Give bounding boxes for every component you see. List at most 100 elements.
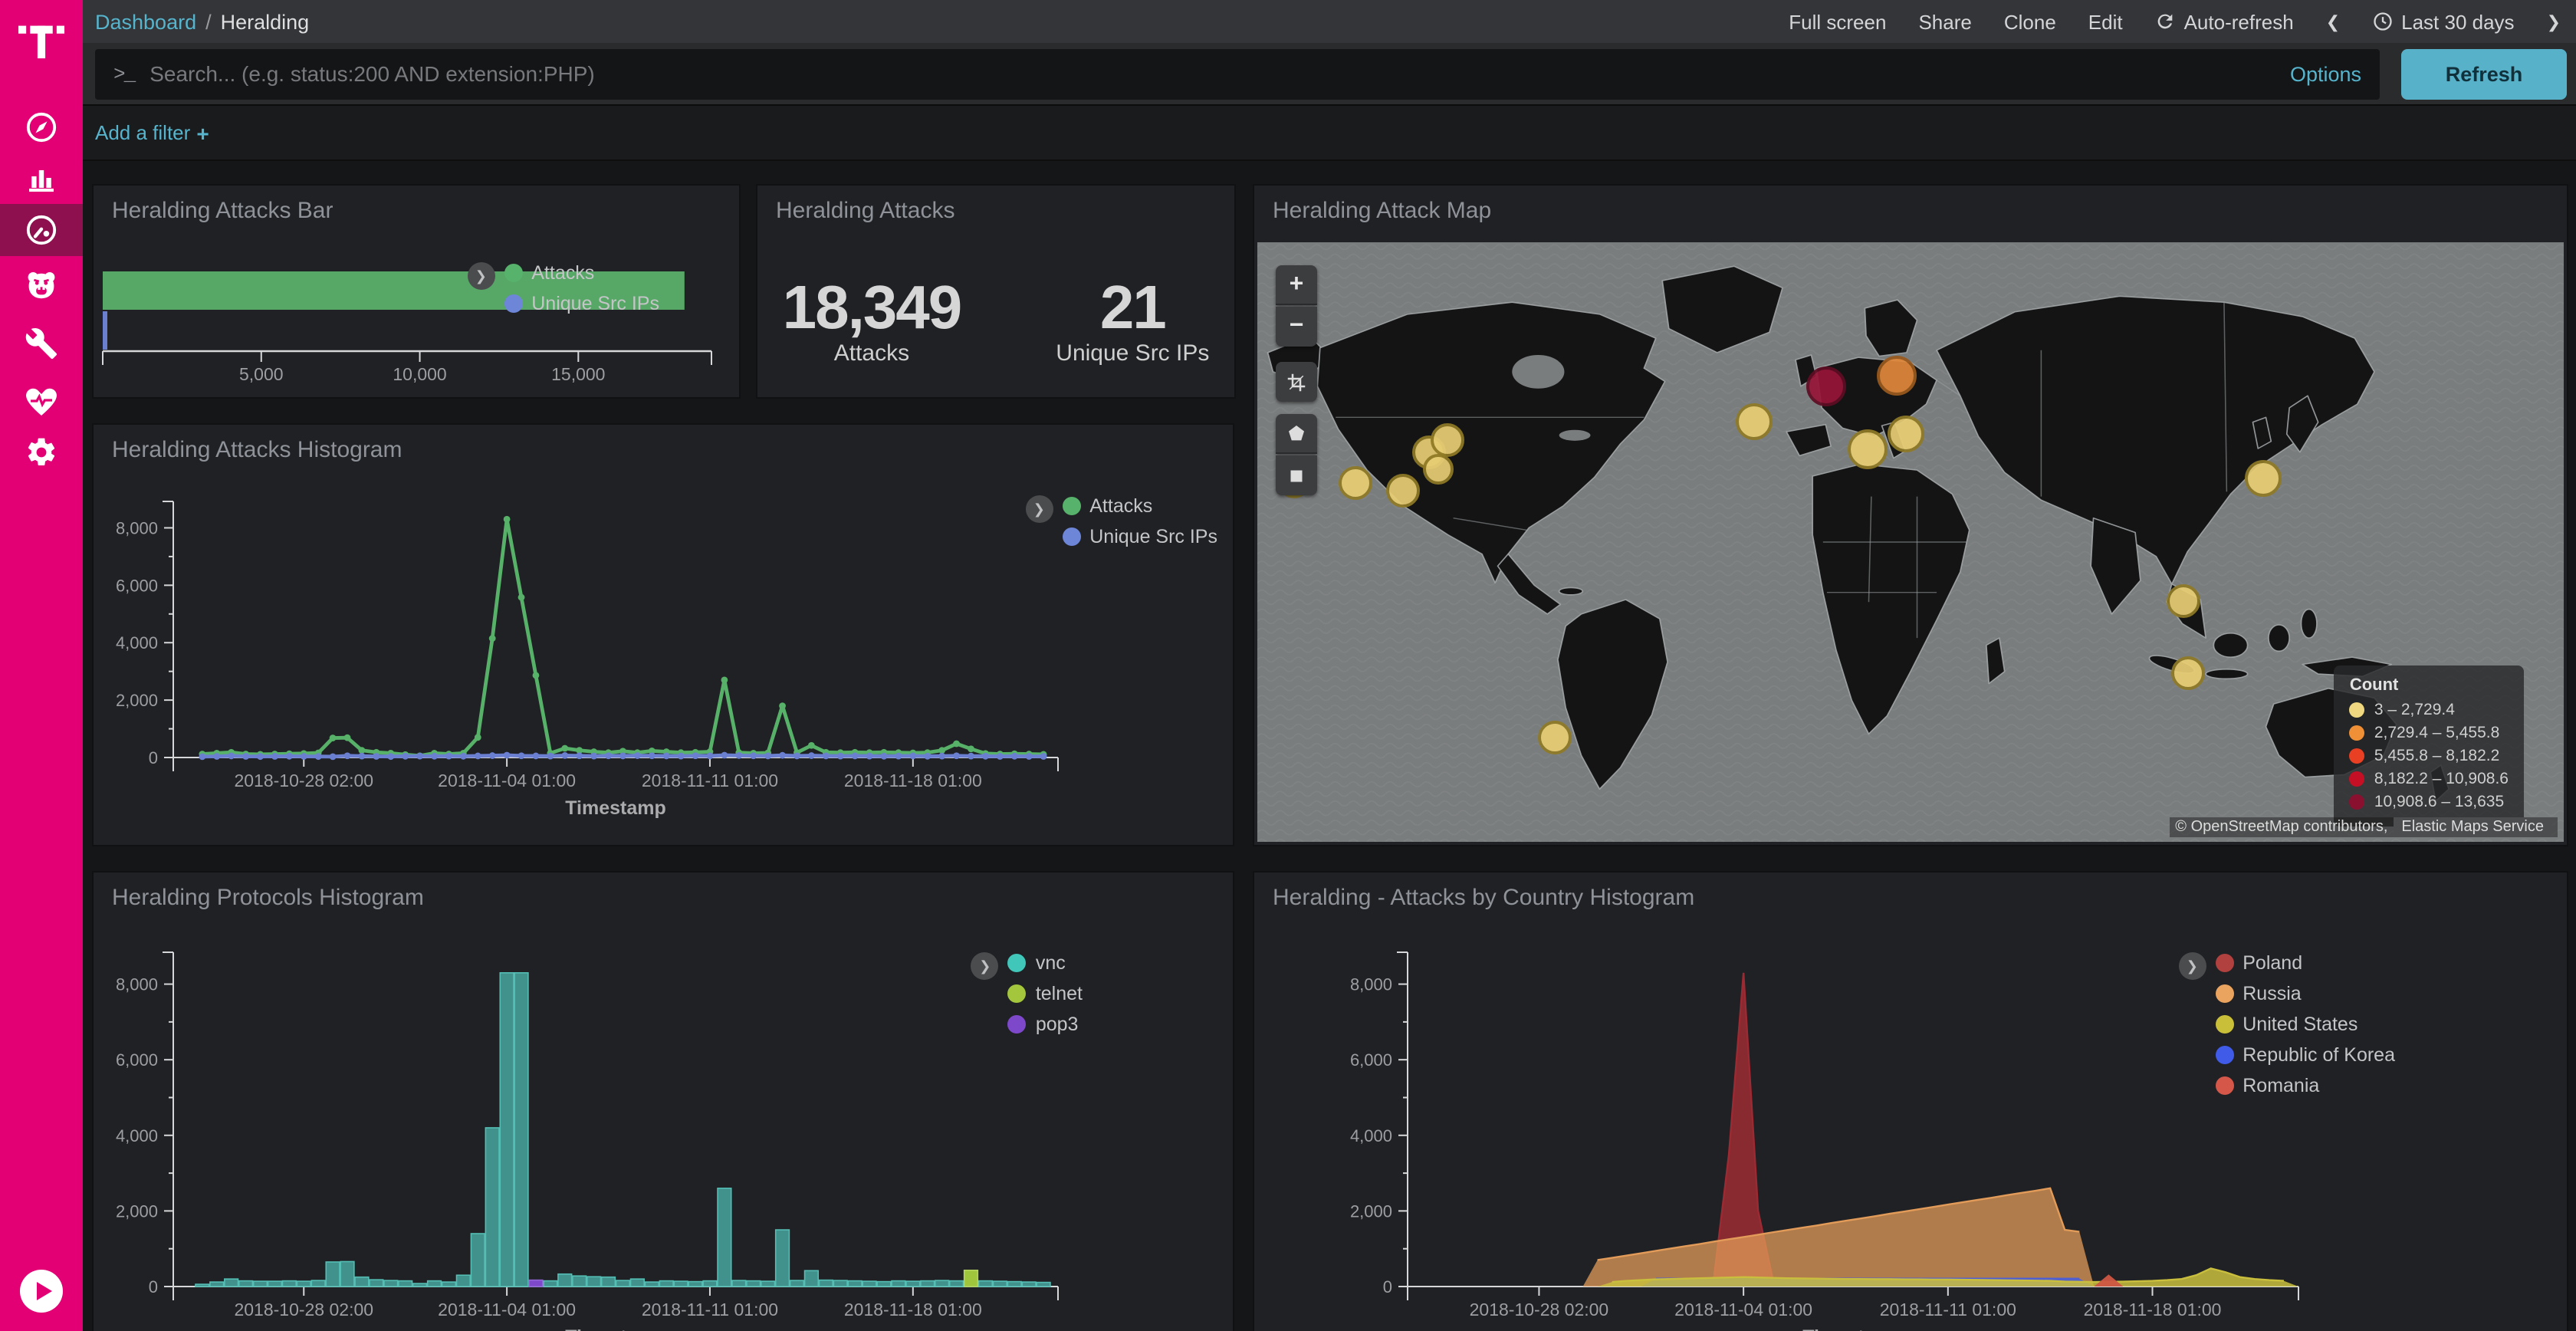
minus-icon: − (1290, 313, 1304, 340)
range-color-dot (2350, 748, 2365, 764)
svg-text:Timestamp: Timestamp (565, 1326, 666, 1331)
telekom-t-icon (15, 15, 67, 67)
range-label: 8,182.2 – 10,908.6 (2374, 770, 2509, 788)
attack-location-marker (2170, 656, 2204, 689)
svg-text:4,000: 4,000 (116, 1126, 158, 1145)
share-button[interactable]: Share (1918, 10, 1971, 33)
refresh-icon (2155, 11, 2177, 32)
sidebar-item-monitoring[interactable] (0, 376, 83, 428)
legend-item[interactable]: vnc (1008, 952, 1083, 974)
sidebar-item-discover[interactable] (0, 101, 83, 153)
options-link[interactable]: Options (2290, 62, 2361, 85)
legend-toggle-icon[interactable]: ❯ (2178, 952, 2206, 980)
legend-label: Romania (2242, 1075, 2319, 1096)
legend-color-dot (504, 294, 522, 313)
compass-icon (23, 109, 60, 146)
svg-text:8,000: 8,000 (1350, 975, 1392, 994)
ems-attribution[interactable]: Elastic Maps Service (2394, 817, 2551, 837)
map-canvas[interactable]: + − (1257, 242, 2564, 842)
legend-item[interactable]: United States (2215, 1014, 2395, 1035)
panel-title: Heralding - Attacks by Country Histogram (1254, 873, 2567, 917)
legend-item[interactable]: Attacks (504, 262, 659, 284)
time-forward-button[interactable]: ❯ (2547, 12, 2561, 31)
sidebar (0, 0, 83, 1331)
legend-item[interactable]: telnet (1008, 983, 1083, 1004)
panel-heralding-protocols-histogram: Heralding Protocols Histogram 02,0004,00… (92, 871, 1234, 1331)
metric-value: 21 (1056, 276, 1209, 340)
range-label: 5,455.8 – 8,182.2 (2374, 747, 2500, 765)
search-box: >_ Options (95, 48, 2380, 99)
legend-item[interactable]: Attacks (1062, 495, 1217, 517)
legend-item[interactable]: pop3 (1008, 1014, 1083, 1035)
map-zoom-in-button[interactable]: + (1276, 265, 1317, 305)
add-filter-link[interactable]: Add a filter + (95, 120, 209, 145)
svg-text:2018-11-11 01:00: 2018-11-11 01:00 (642, 771, 778, 790)
svg-text:2018-11-18 01:00: 2018-11-18 01:00 (2084, 1300, 2222, 1319)
map-draw-polygon-button[interactable] (1276, 414, 1317, 454)
filter-bar: Add a filter + (83, 106, 2576, 161)
svg-text:Timestamp: Timestamp (565, 797, 666, 819)
range-label: 2,729.4 – 5,455.8 (2374, 724, 2500, 742)
clone-button[interactable]: Clone (2004, 10, 2056, 33)
svg-text:8,000: 8,000 (116, 518, 158, 537)
fullscreen-button[interactable]: Full screen (1789, 10, 1886, 33)
map-draw-rectangle-button[interactable] (1276, 455, 1317, 495)
legend-item[interactable]: Poland (2215, 952, 2395, 974)
svg-text:2018-11-04 01:00: 2018-11-04 01:00 (1674, 1300, 1812, 1319)
search-input[interactable] (150, 61, 2275, 86)
telekom-logo[interactable] (0, 15, 83, 67)
topbar-actions: Full screen Share Clone Edit Auto-refres… (1789, 10, 2561, 33)
legend-toggle-icon[interactable]: ❯ (1025, 495, 1053, 523)
edit-button[interactable]: Edit (2088, 10, 2123, 33)
sidebar-item-management[interactable] (0, 426, 83, 478)
chart-legend: ❯ Attacks Unique Src IPs (1025, 495, 1217, 557)
panel-heralding-attacks-bar: Heralding Attacks Bar 5,00010,00015,000 … (92, 184, 741, 399)
svg-text:6,000: 6,000 (116, 576, 158, 595)
legend-item[interactable]: Unique Src IPs (1062, 526, 1217, 547)
svg-text:0: 0 (149, 748, 158, 767)
panel-heralding-attacks-histogram: Heralding Attacks Histogram 02,0004,0006… (92, 423, 1234, 846)
metric-value: 18,349 (783, 276, 961, 340)
attack-location-marker (1539, 720, 1572, 754)
map-legend-range: 8,182.2 – 10,908.6 (2350, 770, 2509, 788)
sidebar-expand-button[interactable] (20, 1270, 63, 1313)
legend-toggle-icon[interactable]: ❯ (467, 262, 495, 290)
legend-item[interactable]: Russia (2215, 983, 2395, 1004)
kibana-dashboard-app: Dashboard / Heralding Full screen Share … (0, 0, 2576, 1331)
legend-item[interactable]: Unique Src IPs (504, 293, 659, 314)
osm-attribution[interactable]: © OpenStreetMap contributors, (2175, 819, 2387, 836)
metric-unique-src-ips: 21 Unique Src IPs (1056, 276, 1209, 366)
legend-color-dot (504, 264, 522, 282)
breadcrumb-dashboard[interactable]: Dashboard (95, 10, 196, 33)
sidebar-item-dashboard[interactable] (0, 204, 83, 256)
time-back-button[interactable]: ❮ (2326, 12, 2340, 31)
legend-item[interactable]: Romania (2215, 1075, 2395, 1096)
plus-icon: + (1290, 271, 1304, 298)
legend-item[interactable]: Republic of Korea (2215, 1044, 2395, 1066)
svg-text:15,000: 15,000 (551, 364, 605, 384)
panel-heralding-attack-map: Heralding Attack Map (1253, 184, 2568, 846)
refresh-button[interactable]: Refresh (2401, 48, 2567, 99)
map-fit-button[interactable] (1276, 362, 1317, 402)
range-color-dot (2350, 725, 2365, 741)
legend-color-dot (2215, 1015, 2233, 1034)
auto-refresh-button[interactable]: Auto-refresh (2155, 10, 2294, 33)
legend-toggle-icon[interactable]: ❯ (971, 952, 999, 980)
time-range-button[interactable]: Last 30 days (2372, 10, 2514, 33)
attack-location-marker (1888, 416, 1925, 452)
attack-location-marker (2167, 584, 2200, 618)
sidebar-item-dev-tools[interactable] (0, 317, 83, 370)
map-legend-range: 5,455.8 – 8,182.2 (2350, 747, 2509, 765)
legend-label: Unique Src IPs (531, 293, 659, 314)
svg-text:2018-11-18 01:00: 2018-11-18 01:00 (844, 1300, 982, 1319)
svg-text:4,000: 4,000 (1350, 1126, 1392, 1145)
attack-location-marker (1430, 423, 1464, 457)
legend-color-dot (1062, 497, 1080, 515)
legend-label: pop3 (1036, 1014, 1079, 1035)
crop-icon (1285, 370, 1308, 393)
sidebar-item-timelion[interactable] (0, 259, 83, 311)
map-zoom-out-button[interactable]: − (1276, 307, 1317, 347)
attack-location-marker (1424, 454, 1454, 485)
sidebar-item-visualize[interactable] (0, 152, 83, 204)
range-label: 10,908.6 – 13,635 (2374, 793, 2504, 811)
